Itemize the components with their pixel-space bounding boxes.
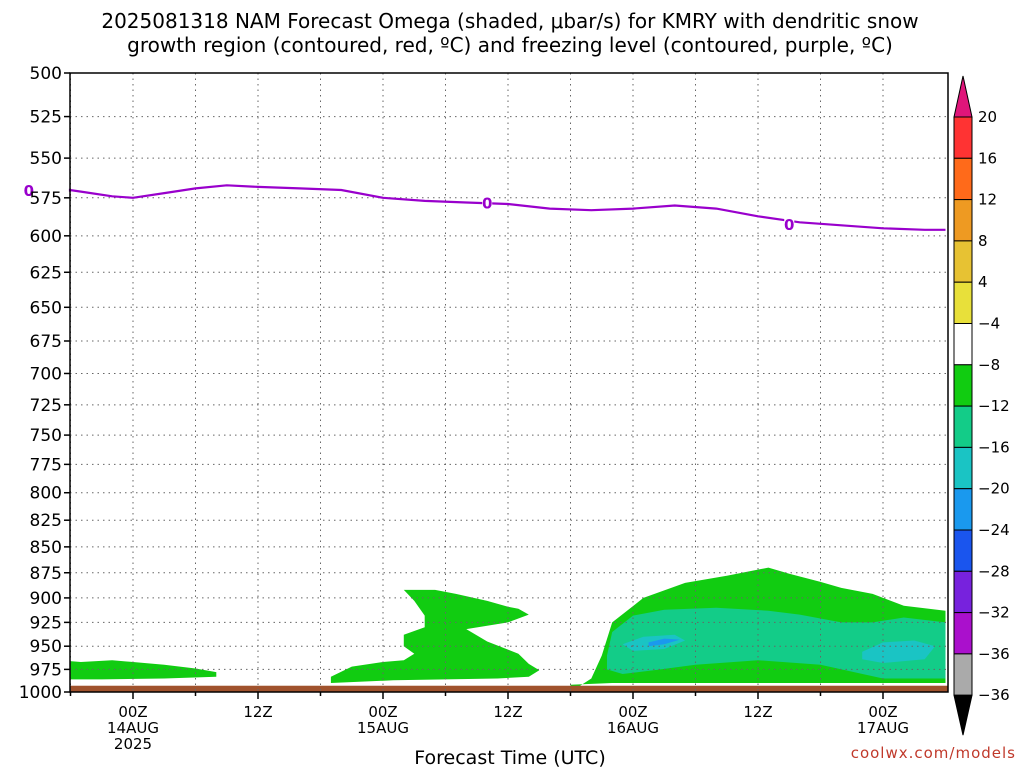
freezing-level-line	[68, 184, 946, 231]
y-tick-label: 1000	[19, 683, 62, 703]
colorbar-label: −12	[978, 397, 1010, 415]
colorbar-swatch	[953, 405, 973, 448]
colorbar-swatch	[953, 157, 973, 201]
y-tick-label: 725	[30, 396, 62, 416]
colorbar-swatch	[953, 529, 973, 572]
y-tick-label: 700	[30, 364, 62, 384]
y-tick-label: 875	[30, 564, 62, 584]
x-tick-label: 00Z	[618, 703, 647, 721]
colorbar-label: 16	[978, 149, 997, 167]
y-tick-label: 950	[30, 637, 62, 657]
y-tick-label: 525	[30, 108, 62, 128]
x-axis-label: Forecast Time (UTC)	[414, 747, 605, 768]
omega-region-0	[70, 660, 217, 692]
y-tick-label: 550	[30, 149, 62, 169]
colorbar-label: −20	[978, 480, 1010, 498]
colorbar-label: −36	[978, 686, 1010, 704]
colorbar-top-arrow	[953, 75, 973, 118]
freezing-label-bg	[482, 194, 493, 210]
x-tick-label: 00Z	[868, 703, 897, 721]
plot-area	[70, 567, 948, 692]
colorbar-label: −4	[978, 315, 1000, 333]
colorbar-swatch	[953, 323, 973, 366]
y-tick-label: 575	[30, 189, 62, 209]
y-tick-label: 650	[30, 298, 62, 318]
plot-frame	[69, 72, 949, 693]
freezing-level-label: 0	[24, 182, 34, 200]
colorbar-swatch	[953, 281, 973, 325]
x-tick-label: 17AUG	[857, 719, 909, 737]
colorbar-label: −8	[978, 356, 1000, 374]
colorbar-label: 4	[978, 273, 988, 291]
colorbar-swatch	[953, 116, 973, 159]
x-tick-label: 15AUG	[357, 719, 409, 737]
freezing-level-label: 0	[482, 194, 492, 212]
colorbar: 20 16 12 8 4 −4 −8 −12 −16 −20 −24 −28 −32 −36 −36	[953, 75, 1010, 736]
colorbar-swatch	[953, 612, 973, 655]
x-tick-label: 12Z	[493, 703, 522, 721]
y-tick-label: 750	[30, 426, 62, 446]
omega-region-2	[330, 589, 540, 692]
chart-title-line-1: 2025081318 NAM Forecast Omega (shaded, μ…	[101, 9, 918, 33]
colorbar-swatch	[953, 446, 973, 490]
chart-title-line-2: growth region (contoured, red, ºC) and f…	[127, 33, 893, 57]
x-tick-label: 14AUG	[107, 719, 159, 737]
omega-region-6	[862, 640, 936, 663]
y-tick-label: 800	[30, 484, 62, 504]
y-axis-ticks: 500 525 550 575 600 625 650 675 700 725 750 775 800 8…	[19, 64, 70, 703]
y-tick-label: 675	[30, 332, 62, 352]
colorbar-label: −24	[978, 521, 1010, 539]
y-tick-label: 775	[30, 455, 62, 475]
colorbar-swatch	[953, 199, 973, 242]
colorbar-label: −16	[978, 438, 1010, 456]
colorbar-label: 8	[978, 232, 988, 250]
colorbar-swatch	[953, 570, 973, 614]
y-tick-label: 600	[30, 227, 62, 247]
colorbar-label: −36	[978, 645, 1010, 663]
y-tick-label: 900	[30, 589, 62, 609]
site-credit: coolwx.com/models	[851, 744, 1016, 762]
surface-terrain	[70, 685, 948, 692]
x-tick-label: 2025	[114, 735, 152, 753]
omega-region-4	[607, 607, 946, 679]
y-tick-label: 850	[30, 538, 62, 558]
colorbar-label: −32	[978, 604, 1010, 622]
freezing-level-contour: 0 0 0	[24, 182, 946, 234]
y-tick-label: 975	[30, 660, 62, 680]
freezing-level-label: 0	[784, 216, 794, 234]
x-tick-label: 16AUG	[607, 719, 659, 737]
colorbar-swatch	[953, 240, 973, 283]
y-tick-label: 925	[30, 613, 62, 633]
x-tick-label: 00Z	[118, 703, 147, 721]
colorbar-swatch	[953, 653, 973, 696]
x-tick-label: 00Z	[368, 703, 397, 721]
colorbar-label: 12	[978, 191, 997, 209]
colorbar-bottom-arrow	[953, 694, 973, 736]
omega-region-7	[648, 638, 680, 647]
colorbar-label: 20	[978, 108, 997, 126]
y-tick-label: 825	[30, 511, 62, 531]
x-tick-label: 12Z	[243, 703, 272, 721]
y-tick-label: 625	[30, 263, 62, 283]
x-tick-label: 12Z	[743, 703, 772, 721]
colorbar-swatch	[953, 364, 973, 407]
y-tick-label: 500	[30, 64, 62, 84]
freezing-label-bg	[23, 182, 34, 198]
colorbar-swatch	[953, 488, 973, 531]
colorbar-label: −28	[978, 562, 1010, 580]
freezing-label-bg	[784, 215, 795, 231]
